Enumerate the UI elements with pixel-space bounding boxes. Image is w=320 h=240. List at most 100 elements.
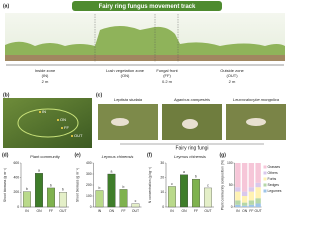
y-tick-label: 100: [86, 194, 92, 198]
sample-point: [39, 111, 41, 113]
bar: [95, 190, 104, 208]
bar: [23, 191, 31, 208]
bar: [107, 173, 116, 208]
x-tick-label: FF: [49, 209, 53, 213]
bar: [119, 189, 128, 208]
significance-letter: b: [62, 188, 64, 192]
y-axis-label: Plant community composition (%): [220, 160, 224, 210]
bar-segment: [235, 204, 241, 207]
banner: [72, 1, 222, 11]
bar: [168, 186, 176, 208]
y-tick-label: 200: [14, 190, 20, 194]
soil: [5, 55, 285, 61]
bar-segment: [235, 187, 241, 192]
panel-label: (c): [96, 92, 102, 98]
figure: (a) Fairy ring fungus movement track (b)…: [2, 1, 286, 213]
bar-segment: [235, 191, 241, 201]
significance-letter: c: [207, 183, 209, 187]
y-axis-label: N concentration (g kg⁻¹): [148, 167, 152, 203]
significance-letter: a: [183, 170, 185, 174]
x-tick-label: IN: [170, 209, 174, 213]
zone-width: 0.2 m: [162, 79, 173, 84]
panel-label: (b): [3, 92, 10, 98]
y-tick-label: 30: [160, 161, 164, 165]
bar-segment: [241, 191, 248, 196]
y-tick-label: 300: [86, 172, 92, 176]
bar-segment: [248, 204, 255, 207]
bar-segment: [241, 202, 248, 206]
y-axis-label: Shoot biomass (g m⁻²): [3, 168, 7, 202]
legend-label: Legumes: [268, 189, 282, 193]
banner-title: Fairy ring fungus movement track: [99, 4, 196, 10]
zone-width: 2 m: [229, 79, 236, 84]
significance-letter: b: [50, 183, 52, 187]
legend-swatch: [263, 171, 267, 175]
bar-segment: [235, 163, 241, 188]
zone-width: 2 m: [42, 79, 49, 84]
x-tick-label: FF: [194, 209, 198, 213]
y-tick-label: 0: [17, 205, 19, 209]
bar-segment: [248, 200, 255, 205]
legend-label: Forbs: [268, 177, 277, 181]
x-tick-label: IN: [236, 209, 240, 213]
x-tick-label: ON: [36, 209, 42, 213]
bar: [180, 174, 188, 208]
y-tick-label: 20: [160, 176, 164, 180]
bar-segment: [235, 200, 241, 205]
y-tick-label: 0: [231, 205, 233, 209]
legend-swatch: [263, 177, 267, 181]
mushroom: [246, 118, 266, 126]
panel-label: (f): [147, 152, 152, 158]
photo: [3, 98, 92, 148]
page: {"figure": { "a": {"label": "(a)", "bann…: [2, 1, 286, 213]
x-tick-label: ON: [242, 209, 248, 213]
y-tick-label: 200: [86, 183, 92, 187]
zone-code: (ON): [121, 73, 130, 78]
x-tick-label: ON: [181, 209, 187, 213]
chart-title: Leymus chinensis: [102, 154, 134, 159]
bar: [47, 187, 55, 208]
legend-swatch: [263, 165, 267, 169]
panel-label: (e): [75, 152, 81, 158]
y-tick-label: 0: [90, 205, 92, 209]
point-label: OUT: [74, 133, 83, 138]
x-tick-label: IN: [98, 209, 102, 213]
y-tick-label: 50: [229, 183, 233, 187]
zone-name: Lush vegetation zone: [106, 68, 145, 73]
x-tick-label: IN: [25, 209, 29, 213]
x-tick-label: OUT: [255, 209, 262, 213]
legend-label: Sedges: [268, 183, 280, 187]
ring: [17, 108, 79, 138]
chart-title: Plant community: [30, 154, 60, 159]
y-tick-label: 400: [14, 176, 20, 180]
bar: [131, 203, 140, 208]
bar: [59, 192, 67, 208]
legend-label: Others: [268, 171, 278, 175]
legend-swatch: [263, 189, 267, 193]
bar-segment: [255, 187, 261, 199]
panel-label: (d): [2, 152, 9, 158]
sample-point: [71, 135, 73, 137]
point-label: ON: [60, 117, 66, 122]
bar-segment: [255, 198, 261, 204]
zone-name: Outside zone: [220, 68, 244, 73]
y-tick-label: 100: [227, 161, 233, 165]
bar-segment: [255, 203, 261, 207]
point-label: IN: [42, 109, 46, 114]
significance-letter: c: [171, 182, 173, 186]
bar: [192, 178, 200, 208]
significance-letter: c: [135, 199, 137, 203]
y-tick-label: 0: [162, 205, 164, 209]
chart-title: Leymus chinensis: [174, 154, 206, 159]
y-tick-label: 600: [14, 161, 20, 165]
panel-label: (a): [3, 3, 9, 9]
significance-letter: b: [195, 175, 197, 179]
species-name: Leucocalocybe mongolica: [233, 97, 280, 102]
zone-name: Fungal front: [156, 68, 178, 73]
x-tick-label: FF: [249, 209, 253, 213]
sample-point: [57, 119, 59, 121]
y-axis-label: Shoot biomass (g m⁻²): [75, 168, 79, 202]
zone-name: Inside zone: [35, 68, 56, 73]
caption: Fairy ring fungi: [175, 145, 208, 151]
x-tick-label: OUT: [59, 209, 66, 213]
